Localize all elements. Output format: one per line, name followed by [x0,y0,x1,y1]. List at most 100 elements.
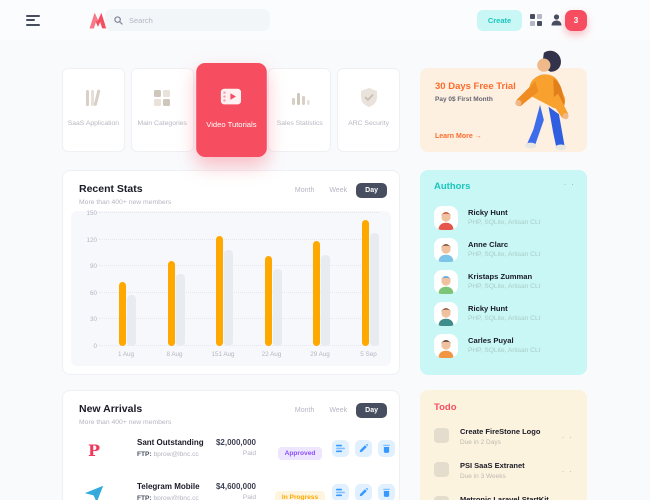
todo-item[interactable]: Create FireStone Logo Due in 2 Days · · [420,426,587,456]
card-label: Sales Statistics [276,120,323,127]
authors-menu-dots-icon[interactable]: · · [563,179,575,189]
trial-subtitle: Pay 0$ First Month [435,96,493,103]
gridline [99,318,379,320]
author-row[interactable]: Carles Puyal PHP, SQLite, Artisan CLI [420,332,587,364]
learn-more-link[interactable]: Learn More → [435,133,482,140]
bar-new-members [313,240,320,346]
author-row[interactable]: Ricky Hunt PHP, SQLite, Artisan CLI [420,204,587,236]
card-label: Main Categories [137,120,187,127]
todo-title: Todo [434,402,457,413]
author-row[interactable]: Ricky Hunt PHP, SQLite, Artisan CLI [420,300,587,332]
chart-y-axis: 0 30 60 90 120 150 [71,210,99,350]
toggle-week[interactable]: Week [329,407,348,414]
todo-checkbox[interactable] [434,496,449,500]
recent-stats-card: Recent Stats More than 400+ new members … [62,170,400,375]
toggle-day[interactable]: Day [356,183,387,198]
recent-stats-title: Recent Stats [79,183,143,195]
details-button[interactable] [332,440,349,457]
todo-checkbox[interactable] [434,428,449,443]
toggle-month[interactable]: Month [294,407,315,414]
x-tick-label: 29 Aug [310,351,330,358]
todo-menu-dots-icon[interactable]: · · [561,432,573,442]
bar-new-members [361,220,369,346]
card-video-tutorials[interactable]: Video Tutorials [195,62,267,158]
chart-plot-area [99,212,379,346]
apps-grid-icon[interactable] [530,14,542,26]
toggle-week[interactable]: Week [329,187,348,194]
delete-button[interactable] [378,440,395,457]
books-icon [82,85,104,111]
gridline [99,265,379,267]
bar-previous-period [321,254,330,346]
edit-button[interactable] [355,484,372,500]
authors-panel: Authors · · Ricky Hunt PHP, SQLite, Arti… [420,170,587,375]
toggle-day[interactable]: Day [356,403,387,418]
delete-button[interactable] [378,484,395,500]
authors-list: Ricky Hunt PHP, SQLite, Artisan CLI Anne… [420,204,587,364]
avatar [434,302,458,326]
user-icon[interactable] [550,13,563,27]
x-tick-label: 8 Aug [166,351,183,358]
arrival-amount: $4,600,000 Paid [215,482,256,500]
row-actions [332,484,395,500]
x-tick-label: 22 Aug [261,351,282,358]
bar-new-members [216,236,223,346]
todo-item[interactable]: Metronic Laravel StartKit Due in 5 Hours… [420,494,587,500]
arrival-row[interactable]: Telegram Mobile FTP: bprow@lbnc.cc $4,60… [63,477,399,500]
arrival-row[interactable]: P Sant Outstanding FTP: bprow@lbnc.cc $2… [63,433,399,473]
details-button[interactable] [332,484,349,500]
bar-new-members [167,260,175,346]
author-name: Carles Puyal [468,336,514,345]
card-saas-application[interactable]: SaaS Application [62,68,125,152]
author-row[interactable]: Anne Clarc PHP, SQLite, Artisan CLI [420,236,587,268]
arrivals-period-toggle: Month Week Day [289,403,387,418]
author-skills: PHP, SQLite, Artisan CLI [468,251,541,258]
product-p-logo-icon: P [87,440,101,460]
new-arrivals-title: New Arrivals [79,403,143,415]
stats-period-toggle: Month Week Day [289,183,387,198]
author-name: Ricky Hunt [468,208,508,217]
avatar [434,334,458,358]
card-label: SaaS Application [67,120,120,127]
search-input[interactable] [129,15,261,25]
category-cards: SaaS Application Main Categories Video T… [62,62,400,158]
todo-item-due: Due in 2 Days [460,439,501,446]
toggle-month[interactable]: Month [294,187,315,194]
bar-previous-period [224,250,233,346]
todo-checkbox[interactable] [434,462,449,477]
x-tick-label: 1 Aug [117,351,135,358]
shield-check-icon [359,85,379,111]
card-main-categories[interactable]: Main Categories [130,68,194,152]
menu-icon[interactable] [26,15,40,28]
author-name: Anne Clarc [468,240,509,249]
arrival-ftp: FTP: bprow@lbnc.cc [137,451,199,458]
x-tick-label: 151 Aug [211,351,235,358]
todo-item[interactable]: PSI SaaS Extranet Due in 3 Weeks · · [420,460,587,490]
notification-badge[interactable]: 3 [565,10,587,31]
todo-item-title: Create FireStone Logo [460,427,541,436]
todo-item-title: Metronic Laravel StartKit [460,495,549,500]
arrival-name: Telegram Mobile [137,482,200,491]
gridline [99,238,379,240]
arrow-right-icon: → [474,133,482,140]
trial-title: 30 Days Free Trial [435,81,516,92]
todo-menu-dots-icon[interactable]: · · [561,466,573,476]
arrival-amount: $2,000,000 Paid [215,438,256,457]
author-row[interactable]: Kristaps Zumman PHP, SQLite, Artisan CLI [420,268,587,300]
create-button[interactable]: Create [477,10,522,31]
video-icon [219,82,244,111]
recent-stats-subtitle: More than 400+ new members [79,199,172,206]
search-icon [114,15,123,25]
avatar [434,206,458,230]
top-navbar: Create 3 [0,0,650,40]
app-logo-icon[interactable] [88,11,108,29]
card-sales-statistics[interactable]: Sales Statistics [268,68,332,152]
edit-button[interactable] [355,440,372,457]
card-arc-security[interactable]: ARC Security [337,68,400,152]
x-tick-label: 5 Sep [360,351,377,358]
new-arrivals-card: New Arrivals More than 400+ new members … [62,390,400,500]
authors-title: Authors [434,181,471,192]
chart-x-axis: 1 Aug 8 Aug 151 Aug 22 Aug 29 Aug 5 Sep [103,351,379,363]
card-label: Video Tutorials [205,121,257,130]
telegram-logo-icon [81,481,107,500]
